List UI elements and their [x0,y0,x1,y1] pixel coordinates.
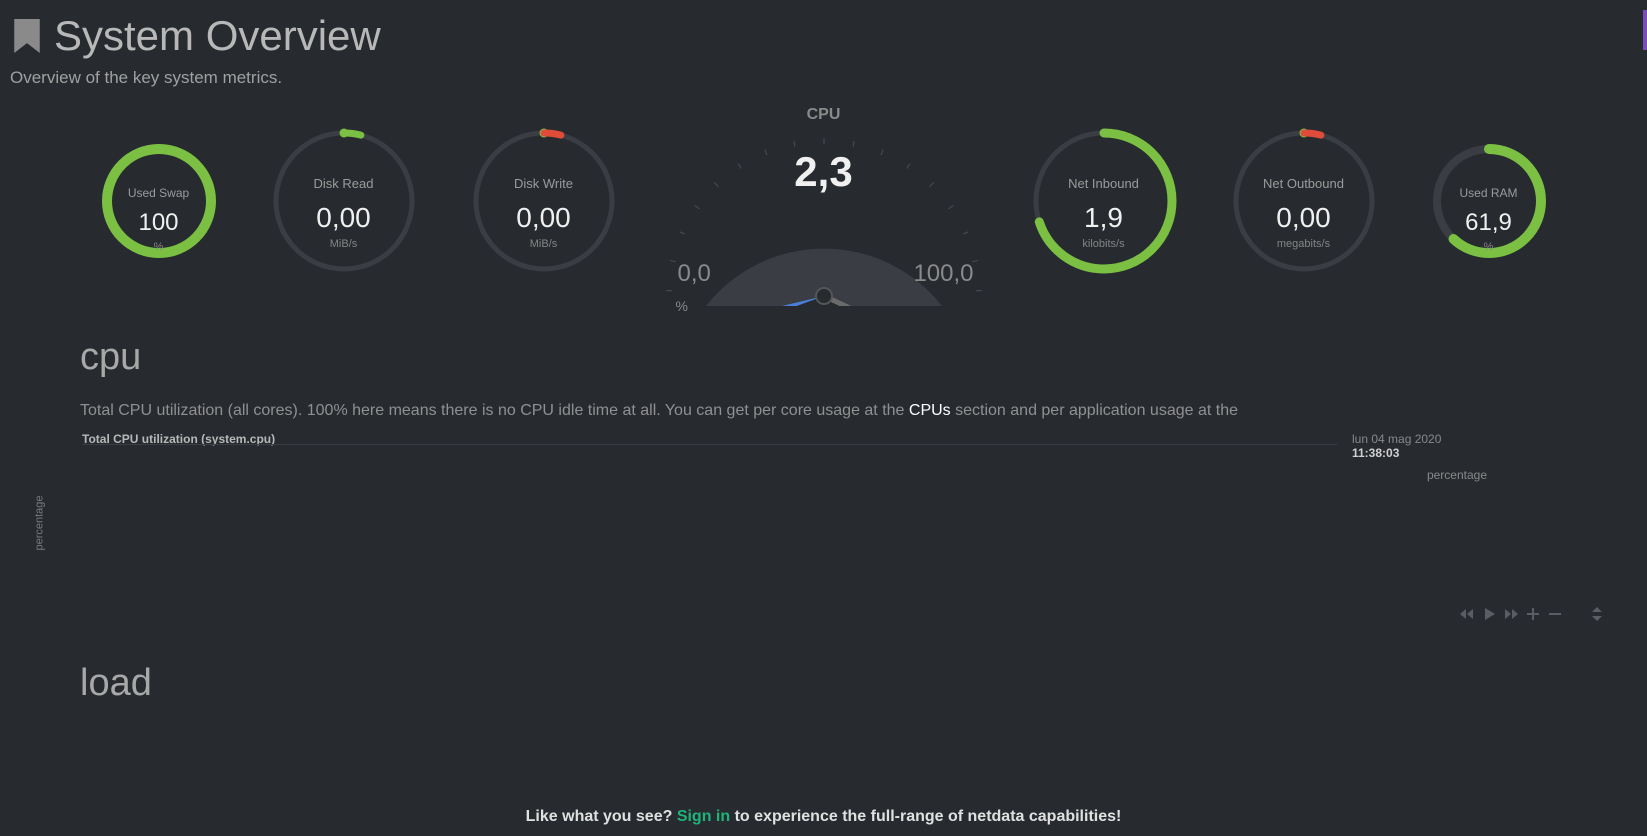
footer-banner: Like what you see? Sign in to experience… [0,798,1647,836]
gauge-cpu-min: 0,0 [678,260,711,288]
gauge-cpu[interactable]: CPU 2,3 0,0 100,0 % [654,106,994,296]
page-subtitle: Overview of the key system metrics. [0,68,1647,106]
gauge-label: Used RAM [1414,186,1564,200]
right-accent-bar [1643,10,1647,50]
plus-icon[interactable] [1525,606,1541,622]
sort-icon[interactable] [1589,606,1605,622]
cpu-description: Total CPU utilization (all cores). 100% … [0,399,1647,424]
sign-in-link[interactable]: Sign in [677,808,730,825]
gauge-label: Net Inbound [1014,176,1194,191]
gauge-swap[interactable]: Used Swap 100 % [84,121,234,281]
gauge-value: 0,00 [454,202,634,234]
desc-text: Total CPU utilization (all cores). 100% … [80,402,909,419]
footer-text: to experience the full-range of netdata … [735,808,1122,825]
footer-text: Like what you see? [526,808,677,825]
cpu-chart[interactable]: Total CPU utilization (system.cpu) perce… [20,432,1637,632]
gauge-unit: % [1414,241,1564,253]
gauge-diskwrite[interactable]: Disk Write 0,00 MiB/s [454,116,634,286]
page-title: System Overview [54,12,381,60]
gauge-netout[interactable]: Net Outbound 0,00 megabits/s [1214,116,1394,286]
legend-date: lun 04 mag 2020 [1352,432,1487,446]
bookmark-icon [10,16,44,56]
skip-forward-icon[interactable] [1503,606,1519,622]
gauges-row: Used Swap 100 % Disk Read 0,00 MiB/s Dis… [0,106,1647,306]
gauge-value: 100 [84,209,234,237]
gauge-cpu-unit: % [676,298,688,314]
gauge-unit: megabits/s [1214,238,1394,250]
chart-controls [1459,606,1605,622]
skip-back-icon[interactable] [1459,606,1475,622]
chart-legend: lun 04 mag 2020 11:38:03 percentage [1352,432,1487,486]
page-header: System Overview [0,0,1647,68]
gauge-unit: MiB/s [454,238,634,250]
chart-plot-area[interactable] [82,444,1337,602]
play-icon[interactable] [1481,606,1497,622]
gauge-unit: % [84,241,234,253]
legend-unit: percentage [1352,468,1487,482]
gauge-diskread[interactable]: Disk Read 0,00 MiB/s [254,116,434,286]
desc-text: section and per application usage at the [955,402,1238,419]
gauge-netin[interactable]: Net Inbound 1,9 kilobits/s [1014,116,1194,286]
gauge-label: Net Outbound [1214,176,1394,191]
cpus-link[interactable]: CPUs [909,402,951,419]
section-heading-load: load [0,632,1647,725]
gauge-value: 0,00 [254,202,434,234]
y-axis-label: percentage [34,495,46,550]
gauge-label: Disk Write [454,176,634,191]
gauge-value: 61,9 [1414,209,1564,237]
gauge-label: Disk Read [254,176,434,191]
gauge-ram[interactable]: Used RAM 61,9 % [1414,121,1564,281]
gauge-value: 1,9 [1014,202,1194,234]
gauge-cpu-value: 2,3 [654,148,994,196]
minus-icon[interactable] [1547,606,1563,622]
section-heading-cpu: cpu [0,306,1647,399]
gauge-label: Used Swap [84,186,234,200]
gauge-value: 0,00 [1214,202,1394,234]
gauge-unit: kilobits/s [1014,238,1194,250]
legend-time: 11:38:03 [1352,446,1487,460]
gauge-cpu-max: 100,0 [913,260,973,288]
gauge-unit: MiB/s [254,238,434,250]
